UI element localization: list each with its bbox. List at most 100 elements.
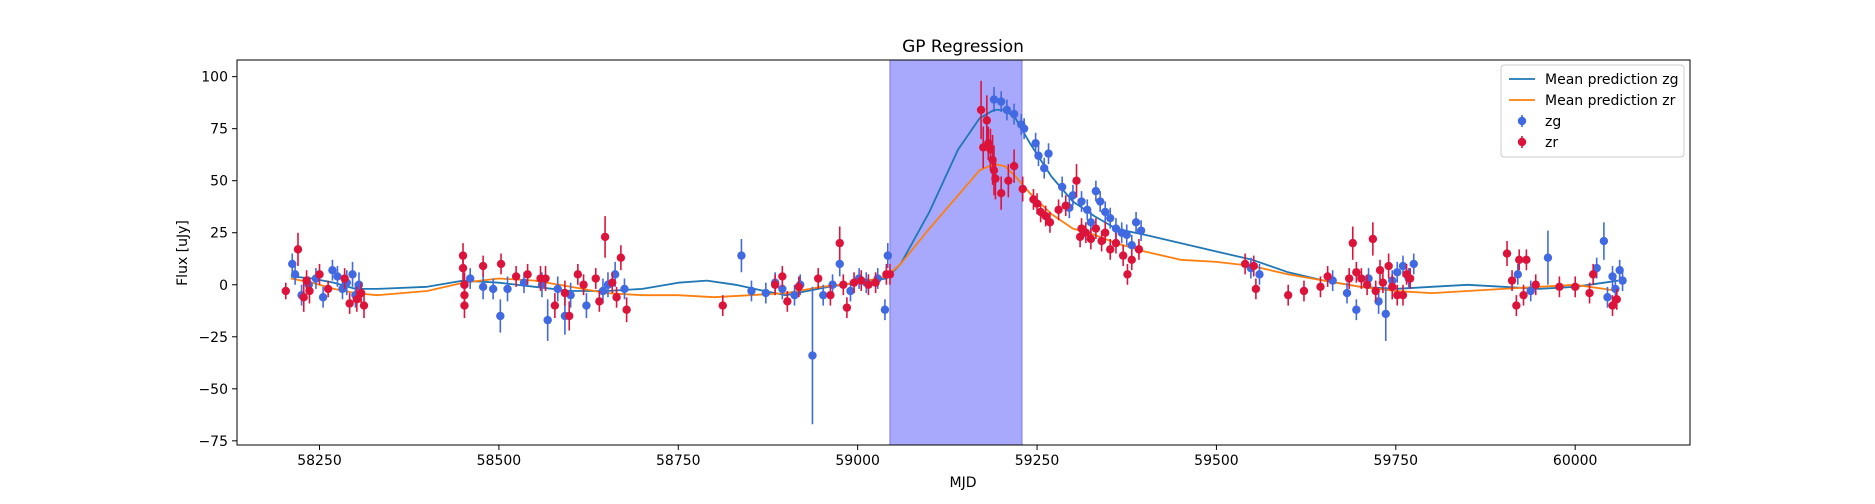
point-zr [794, 282, 804, 292]
point-zr [1585, 288, 1594, 298]
point-zg [1002, 105, 1012, 115]
point-zg [328, 265, 337, 275]
legend: Mean prediction zg Mean prediction zr zg zr [1500, 64, 1685, 158]
point-zr [1384, 261, 1393, 271]
point-zr [849, 278, 859, 287]
point-zr [783, 297, 792, 306]
shaded-region [889, 59, 1023, 446]
point-zg [333, 272, 342, 281]
point-zr [1240, 259, 1250, 269]
point-zg [1083, 205, 1092, 215]
point-zr [1127, 255, 1136, 264]
axes-frame [236, 59, 1691, 446]
point-zr [323, 284, 333, 294]
point-zr [1054, 205, 1063, 215]
point-zr [299, 293, 308, 302]
point-zg [778, 284, 787, 294]
point-zr [1502, 249, 1512, 258]
point-zg [488, 284, 498, 294]
point-zr [885, 270, 895, 279]
point-zr [550, 301, 560, 310]
point-zg [1409, 259, 1418, 269]
point-zr [1352, 268, 1361, 277]
legend-label-mean-prediction-zg: Mean prediction zg [1545, 72, 1679, 88]
point-zg [1618, 276, 1627, 285]
point-zr [1118, 251, 1128, 260]
point-zg [1352, 305, 1361, 314]
point-zr [591, 274, 600, 283]
point-zg [1106, 213, 1115, 223]
point-zr [1045, 218, 1055, 227]
point-zg [1122, 230, 1131, 240]
point-zr [1405, 274, 1415, 283]
legend-label-mean-prediction-zr: Mean prediction zr [1545, 93, 1676, 109]
point-zr [1507, 276, 1517, 285]
point-zg [348, 270, 357, 279]
point-zg [503, 284, 512, 294]
point-zr [1388, 282, 1397, 292]
point-zr [976, 105, 986, 115]
y-tick-label: −50 [198, 382, 228, 398]
series-zg [288, 87, 1627, 425]
point-zr [814, 274, 823, 283]
point-zg [808, 351, 817, 360]
x-tick-label: 59750 [1374, 453, 1419, 469]
y-tick-label: 75 [210, 122, 228, 138]
point-zr [523, 270, 532, 279]
point-zr [1608, 301, 1617, 310]
point-zr [281, 286, 290, 296]
point-zr [595, 297, 604, 306]
point-zr [1041, 211, 1050, 221]
x-axis-label: MJD [950, 475, 977, 491]
point-zr [352, 295, 362, 304]
point-zr [1018, 184, 1027, 194]
point-zg [1611, 284, 1620, 294]
point-zr [1316, 282, 1325, 292]
point-zg [1044, 149, 1053, 158]
point-zg [747, 286, 756, 296]
series-zr [281, 80, 1622, 331]
point-zr [1299, 286, 1309, 296]
point-zg [819, 290, 828, 300]
point-zr [600, 232, 610, 242]
point-zr [1032, 199, 1042, 208]
point-zg [880, 305, 890, 314]
point-zg [478, 282, 488, 292]
x-tick-label: 60000 [1553, 453, 1598, 469]
point-zr [1106, 245, 1115, 254]
point-zr [770, 280, 780, 289]
point-zr [608, 278, 617, 287]
point-zr [1009, 161, 1019, 171]
legend-swatch-zr [1517, 137, 1527, 147]
point-zr [1249, 261, 1258, 271]
point-zr [622, 305, 631, 314]
point-zr [1362, 280, 1372, 289]
point-zr [1101, 228, 1110, 237]
point-zr [1371, 286, 1380, 296]
point-zr [996, 188, 1006, 198]
point-zr [1086, 234, 1096, 244]
point-zr [871, 278, 880, 287]
x-tick-label: 59000 [835, 453, 880, 469]
y-tick-label: 50 [210, 174, 228, 190]
point-zr [340, 274, 349, 283]
point-zg [318, 293, 328, 302]
point-zr [1393, 290, 1402, 300]
point-zg [1068, 191, 1078, 200]
point-zg [1131, 218, 1141, 227]
point-zr [478, 261, 488, 271]
point-zg [1086, 218, 1096, 227]
point-zr [1612, 295, 1622, 304]
point-zr [1111, 238, 1121, 248]
point-zr [616, 253, 626, 262]
point-zg [996, 97, 1006, 106]
point-zr [1251, 284, 1261, 294]
point-zg [1040, 164, 1049, 173]
point-zr [315, 270, 324, 279]
point-zg [1136, 226, 1146, 235]
point-zr [1378, 278, 1388, 287]
point-zr [1283, 290, 1293, 300]
point-zg [737, 251, 746, 260]
